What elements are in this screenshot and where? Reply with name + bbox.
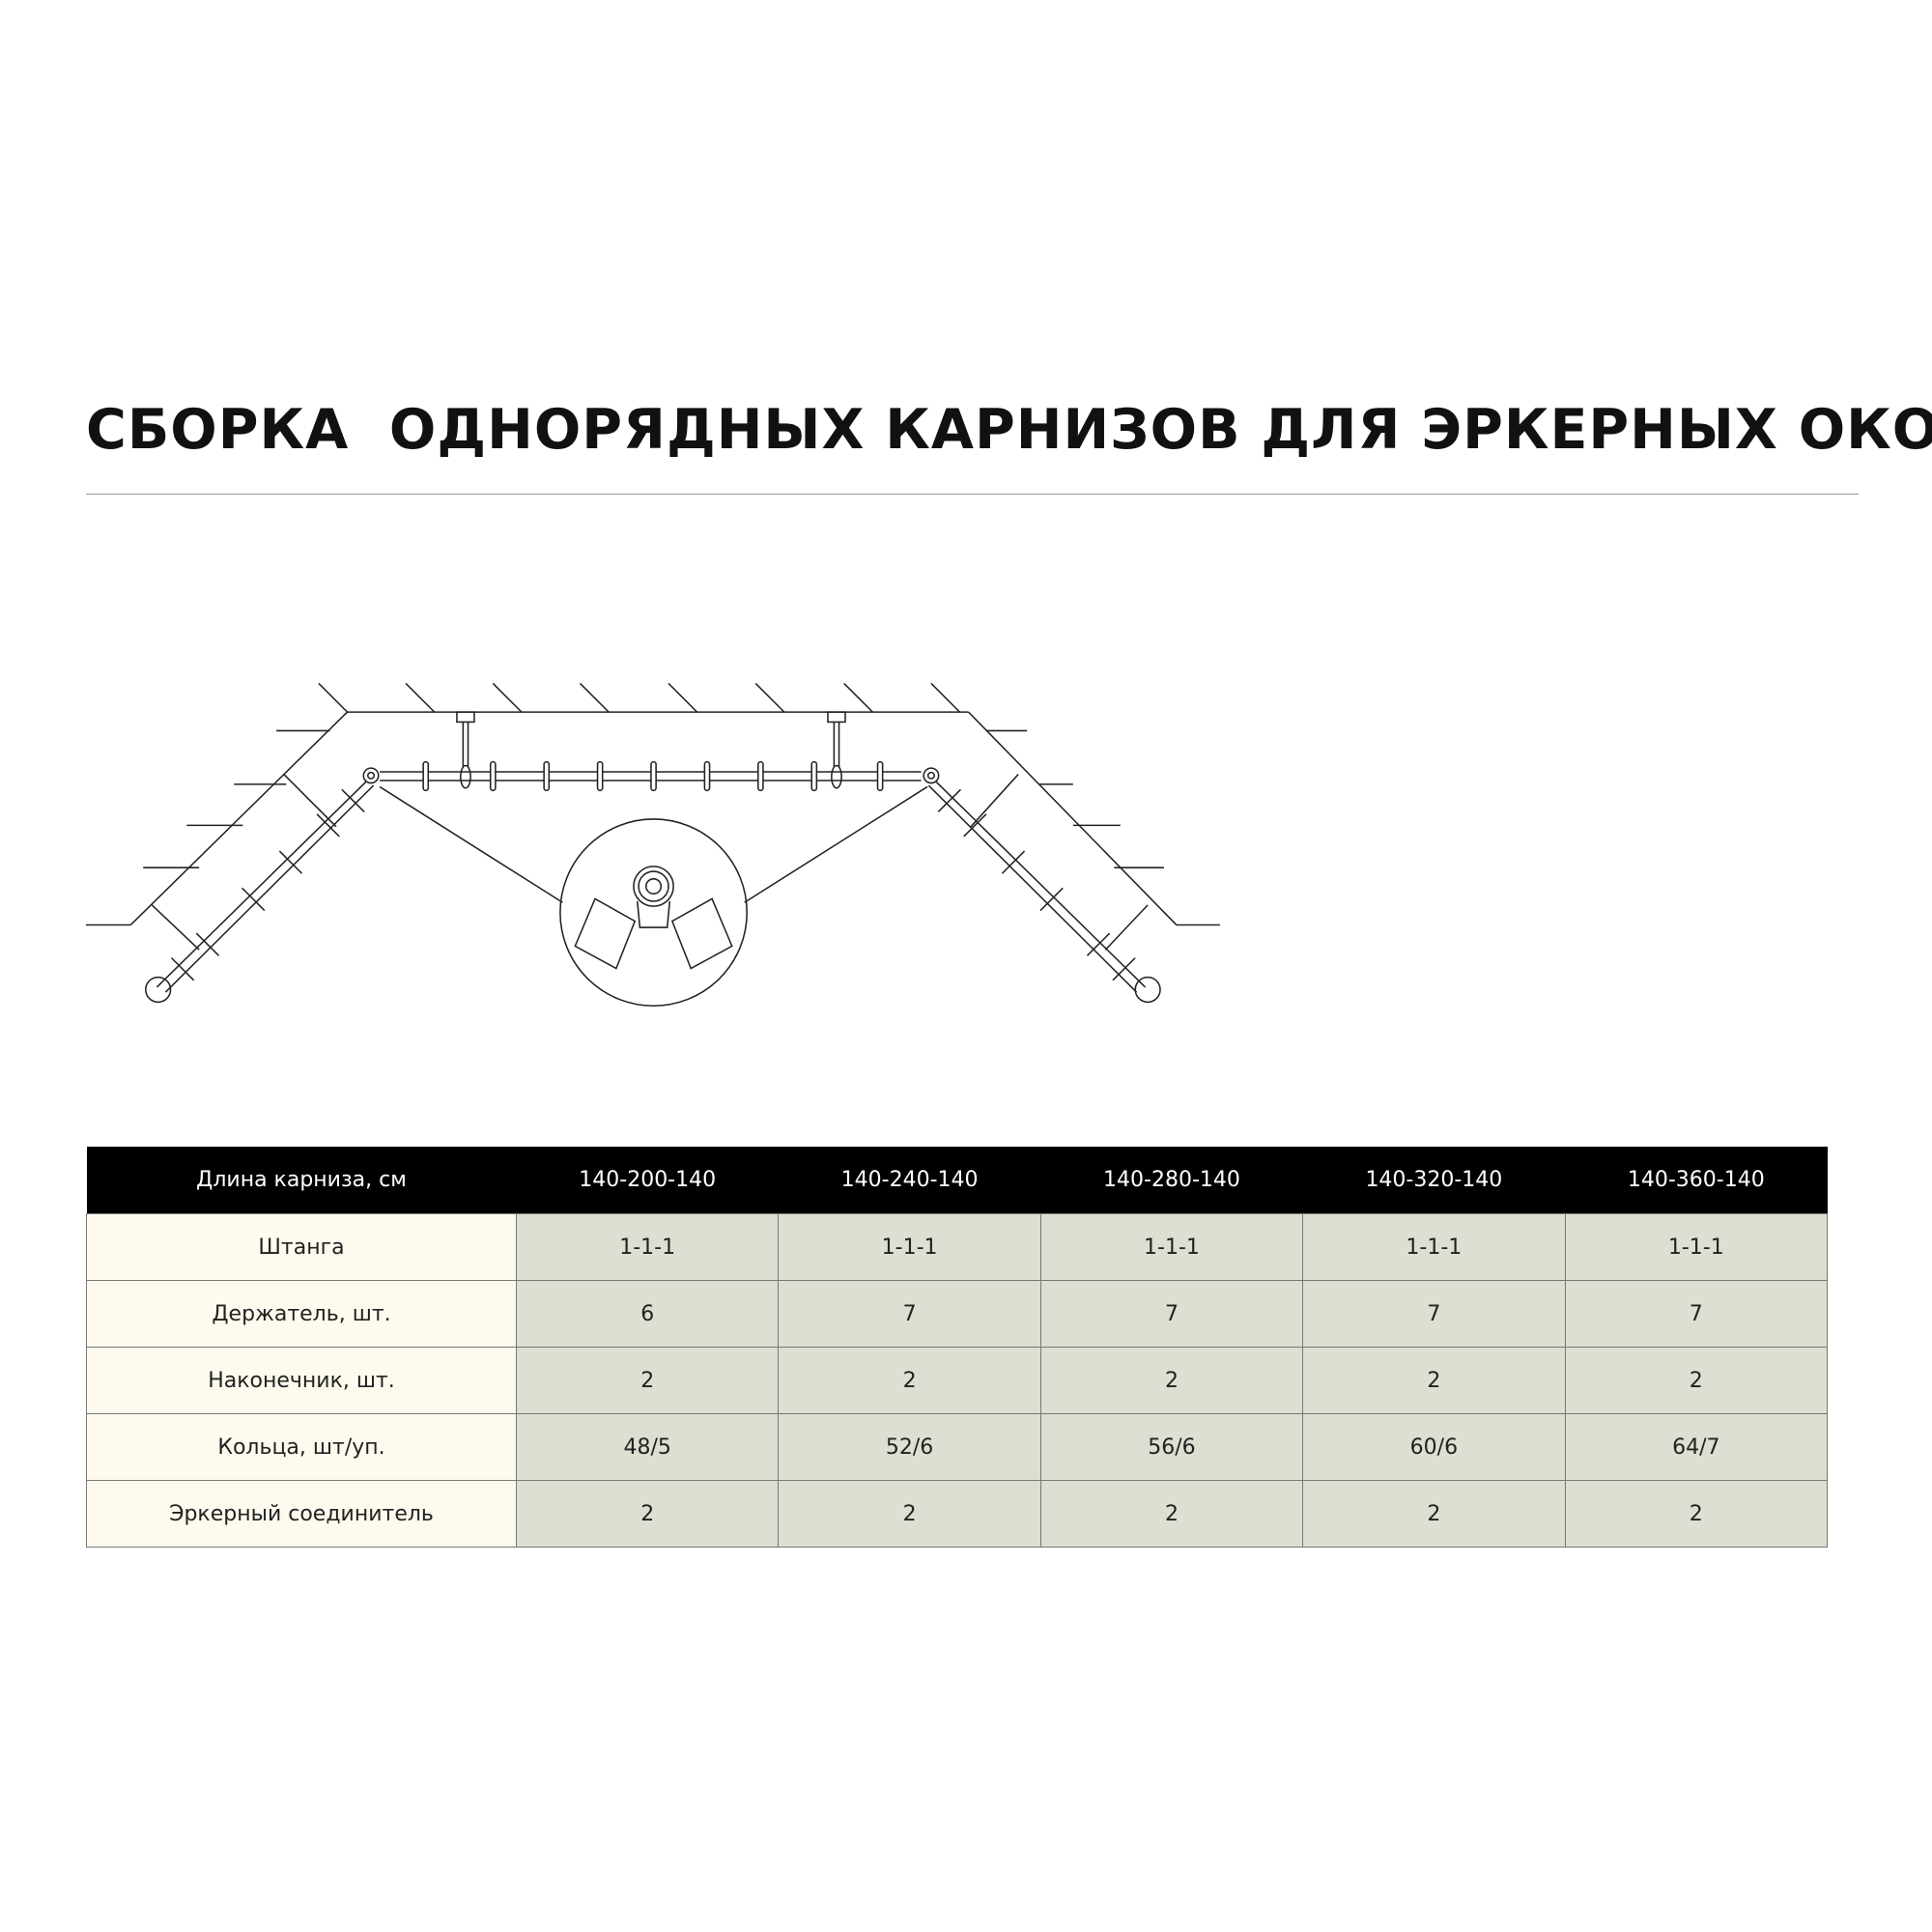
table-cell: 1-1-1: [1564, 1213, 1829, 1281]
ring: [1086, 932, 1111, 956]
hatch-line: [930, 682, 961, 713]
table-cell: 7: [1302, 1280, 1566, 1348]
table-row: Кольца, шт/уп. 48/5 52/6 56/6 60/6 64/7: [86, 1413, 1829, 1481]
ring: [422, 760, 430, 792]
curtain-rings: [422, 760, 884, 792]
table-cell: 64/7: [1564, 1413, 1829, 1481]
table-cell: 1-1-1: [1039, 1213, 1304, 1281]
ring: [963, 813, 987, 838]
table-cell: 2: [1302, 1347, 1566, 1414]
hatch-line: [754, 682, 785, 713]
row-label: Штанга: [86, 1213, 517, 1281]
table-cell: 48/5: [515, 1413, 780, 1481]
table-cell: 2: [1039, 1480, 1304, 1548]
ring: [316, 813, 340, 838]
title-divider: [86, 494, 1859, 495]
ring: [1001, 850, 1026, 874]
table-row: Держатель, шт. 6 7 7 7 7: [86, 1280, 1829, 1348]
table-cell: 2: [515, 1347, 780, 1414]
center-rod: [380, 711, 922, 789]
ring: [703, 760, 711, 792]
column-header: 140-200-140: [516, 1147, 779, 1214]
ring: [650, 760, 657, 792]
ring: [278, 850, 303, 874]
row-label: Кольца, шт/уп.: [86, 1413, 517, 1481]
ring: [341, 788, 365, 813]
table-cell: 2: [778, 1480, 1041, 1548]
ring: [757, 760, 764, 792]
table-row: Штанга 1-1-1 1-1-1 1-1-1 1-1-1 1-1-1: [86, 1213, 1829, 1281]
wall-outline: [85, 711, 1220, 926]
column-header: 140-320-140: [1302, 1147, 1566, 1214]
detail-callout: [379, 785, 928, 1008]
table-cell: 7: [1039, 1280, 1304, 1348]
cornice-spec-table: Длина карниза, см 140-200-140 140-240-14…: [86, 1147, 1829, 1548]
table-cell: 7: [1564, 1280, 1829, 1348]
ring: [543, 760, 551, 792]
row-label: Держатель, шт.: [86, 1280, 517, 1348]
table-cell: 2: [1302, 1480, 1566, 1548]
table-cell: 7: [778, 1280, 1041, 1348]
right-side-rod: [927, 774, 1161, 1004]
ring: [810, 760, 818, 792]
ring: [489, 760, 497, 792]
ceiling-hatch: [318, 682, 961, 713]
table-cell: 2: [1039, 1347, 1304, 1414]
column-header: 140-360-140: [1565, 1147, 1828, 1214]
ring: [242, 887, 266, 912]
table-cell: 2: [1564, 1480, 1829, 1548]
hatch-line: [405, 682, 436, 713]
column-header: 140-240-140: [778, 1147, 1041, 1214]
ring: [195, 932, 220, 956]
ring: [1039, 887, 1064, 912]
table-cell: 1-1-1: [1302, 1213, 1566, 1281]
ring: [170, 957, 195, 981]
table-cell: 6: [515, 1280, 780, 1348]
ring: [1112, 957, 1136, 981]
ring: [876, 760, 884, 792]
column-header: Длина карниза, см: [86, 1147, 517, 1214]
page-title: СБОРКА ОДНОРЯДНЫХ КАРНИЗОВ ДЛЯ ЭРКЕРНЫХ …: [86, 398, 1932, 462]
hatch-line: [318, 682, 349, 713]
hatch-line: [668, 682, 698, 713]
table-cell: 1-1-1: [778, 1213, 1041, 1281]
table-cell: 60/6: [1302, 1413, 1566, 1481]
ring: [596, 760, 604, 792]
table-cell: 2: [778, 1347, 1041, 1414]
ring: [937, 788, 961, 813]
table-row: Эркерный соединитель 2 2 2 2 2: [86, 1480, 1829, 1548]
table-cell: 1-1-1: [515, 1213, 780, 1281]
table-cell: 2: [1564, 1347, 1829, 1414]
table-row: Наконечник, шт. 2 2 2 2 2: [86, 1347, 1829, 1414]
left-side-rod: [145, 773, 375, 1004]
row-label: Наконечник, шт.: [86, 1347, 517, 1414]
table-cell: 56/6: [1039, 1413, 1304, 1481]
hatch-line: [492, 682, 523, 713]
hatch-line: [579, 682, 610, 713]
hatch-line: [843, 682, 873, 713]
table-cell: 2: [515, 1480, 780, 1548]
column-header: 140-280-140: [1040, 1147, 1303, 1214]
table-header-row: Длина карниза, см 140-200-140 140-240-14…: [86, 1147, 1828, 1214]
table-cell: 52/6: [778, 1413, 1041, 1481]
row-label: Эркерный соединитель: [86, 1480, 517, 1548]
